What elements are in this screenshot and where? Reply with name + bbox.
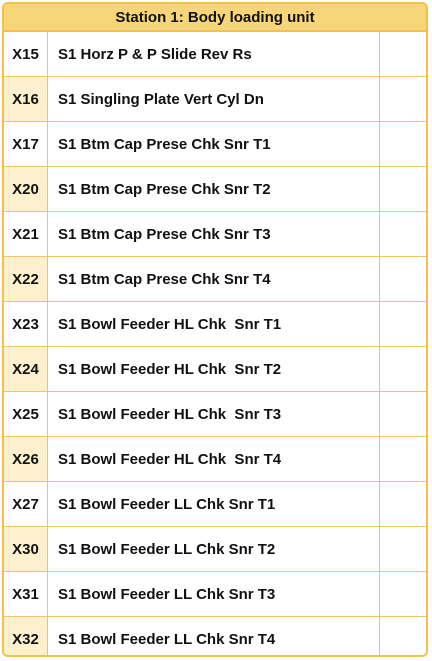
io-status-cell [380,617,426,655]
io-status-cell [380,347,426,391]
io-address: X22 [4,257,48,301]
io-row: X20 S1 Btm Cap Prese Chk Snr T2 [4,167,426,212]
io-status-cell [380,212,426,256]
io-description: S1 Bowl Feeder HL Chk Snr T3 [48,392,380,436]
io-status-cell [380,257,426,301]
io-row: X15 S1 Horz P & P Slide Rev Rs [4,32,426,77]
io-description: S1 Singling Plate Vert Cyl Dn [48,77,380,121]
io-row: X16 S1 Singling Plate Vert Cyl Dn [4,77,426,122]
io-row: X32 S1 Bowl Feeder LL Chk Snr T4 [4,617,426,655]
io-address: X15 [4,32,48,76]
io-status-cell [380,167,426,211]
io-status-cell [380,122,426,166]
io-status-cell [380,437,426,481]
io-address: X27 [4,482,48,526]
io-address: X21 [4,212,48,256]
io-description: S1 Bowl Feeder HL Chk Snr T4 [48,437,380,481]
io-status-cell [380,302,426,346]
io-row: X30 S1 Bowl Feeder LL Chk Snr T2 [4,527,426,572]
io-row: X22 S1 Btm Cap Prese Chk Snr T4 [4,257,426,302]
io-description: S1 Bowl Feeder LL Chk Snr T4 [48,617,380,655]
io-status-cell [380,572,426,616]
io-address: X17 [4,122,48,166]
io-description: S1 Bowl Feeder LL Chk Snr T3 [48,572,380,616]
io-address: X26 [4,437,48,481]
io-status-cell [380,392,426,436]
io-address: X24 [4,347,48,391]
io-address: X20 [4,167,48,211]
io-description: S1 Bowl Feeder HL Chk Snr T1 [48,302,380,346]
io-address: X31 [4,572,48,616]
panel-title: Station 1: Body loading unit [4,4,426,32]
io-address: X32 [4,617,48,655]
io-description: S1 Btm Cap Prese Chk Snr T2 [48,167,380,211]
io-status-cell [380,32,426,76]
io-row: X25 S1 Bowl Feeder HL Chk Snr T3 [4,392,426,437]
io-row: X31 S1 Bowl Feeder LL Chk Snr T3 [4,572,426,617]
io-row: X27 S1 Bowl Feeder LL Chk Snr T1 [4,482,426,527]
io-description: S1 Btm Cap Prese Chk Snr T4 [48,257,380,301]
io-row: X23 S1 Bowl Feeder HL Chk Snr T1 [4,302,426,347]
io-address: X23 [4,302,48,346]
io-rows: X15 S1 Horz P & P Slide Rev Rs X16 S1 Singl… [4,32,426,655]
io-status-cell [380,527,426,571]
io-row: X17 S1 Btm Cap Prese Chk Snr T1 [4,122,426,167]
io-list-panel: Station 1: Body loading unit X15 S1 Horz … [2,2,428,657]
io-row: X26 S1 Bowl Feeder HL Chk Snr T4 [4,437,426,482]
io-row: X24 S1 Bowl Feeder HL Chk Snr T2 [4,347,426,392]
io-description: S1 Btm Cap Prese Chk Snr T1 [48,122,380,166]
io-description: S1 Btm Cap Prese Chk Snr T3 [48,212,380,256]
io-description: S1 Bowl Feeder LL Chk Snr T2 [48,527,380,571]
io-status-cell [380,482,426,526]
io-description: S1 Bowl Feeder HL Chk Snr T2 [48,347,380,391]
io-description: S1 Bowl Feeder LL Chk Snr T1 [48,482,380,526]
io-address: X30 [4,527,48,571]
io-address: X25 [4,392,48,436]
io-address: X16 [4,77,48,121]
io-description: S1 Horz P & P Slide Rev Rs [48,32,380,76]
io-row: X21 S1 Btm Cap Prese Chk Snr T3 [4,212,426,257]
io-status-cell [380,77,426,121]
